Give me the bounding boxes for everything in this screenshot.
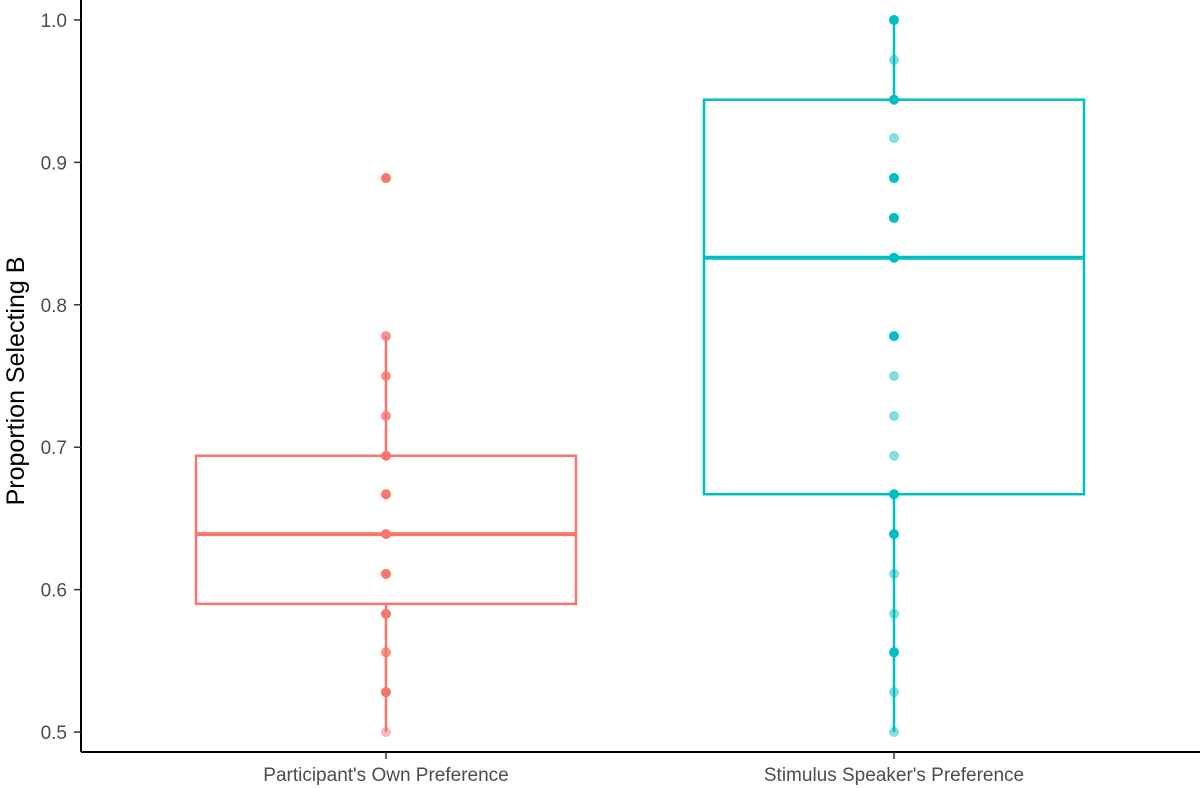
data-point [381, 608, 391, 619]
data-point [381, 331, 391, 342]
data-point [381, 727, 391, 738]
y-axis-ticks: 0.5 0.6 0.7 0.8 0.9 1.0 [41, 11, 81, 744]
data-point [889, 252, 899, 263]
data-point [889, 212, 899, 223]
data-point [381, 489, 391, 500]
data-point [889, 727, 899, 738]
x-tick-label: Participant's Own Preference [263, 765, 508, 786]
y-axis-title: Proportion Selecting B [2, 257, 30, 506]
point-layer [381, 14, 899, 738]
data-point [381, 450, 391, 461]
data-point [381, 687, 391, 698]
data-point [381, 647, 391, 658]
data-point [889, 331, 899, 342]
data-point [381, 410, 391, 421]
data-point [889, 450, 899, 461]
data-point [889, 489, 899, 500]
y-tick-label: 1.0 [41, 11, 67, 32]
y-tick-label: 0.9 [41, 153, 67, 174]
data-point [889, 173, 899, 184]
data-point [889, 529, 899, 540]
y-tick-label: 0.5 [41, 723, 67, 744]
data-point [889, 568, 899, 579]
y-tick-label: 0.7 [41, 438, 67, 459]
data-point [381, 568, 391, 579]
y-tick-label: 0.8 [41, 296, 67, 317]
data-point [381, 371, 391, 381]
data-point [889, 94, 899, 105]
data-point [889, 647, 899, 658]
x-axis-ticks: Participant's Own Preference Stimulus Spe… [263, 752, 1024, 786]
data-point [889, 371, 899, 381]
data-point [381, 173, 391, 184]
data-point [381, 529, 391, 540]
data-point [889, 133, 899, 144]
box-layer [194, 19, 1086, 733]
data-point [889, 410, 899, 421]
data-point [889, 14, 899, 25]
box-rect [702, 98, 1086, 496]
data-point [889, 687, 899, 698]
data-point [889, 54, 899, 65]
y-tick-label: 0.6 [41, 581, 67, 602]
x-tick-label: Stimulus Speaker's Preference [764, 765, 1024, 786]
data-point [889, 608, 899, 619]
